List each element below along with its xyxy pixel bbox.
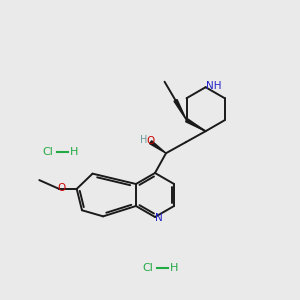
- Polygon shape: [174, 100, 187, 120]
- Text: H: H: [70, 147, 78, 157]
- Polygon shape: [186, 119, 206, 131]
- Text: O: O: [57, 183, 65, 193]
- Text: H: H: [140, 135, 147, 145]
- Text: N: N: [155, 213, 163, 223]
- Polygon shape: [150, 141, 166, 153]
- Text: NH: NH: [206, 81, 221, 91]
- Text: Cl: Cl: [142, 263, 153, 273]
- Text: H: H: [170, 263, 178, 273]
- Text: O: O: [146, 136, 155, 146]
- Text: Cl: Cl: [43, 147, 53, 157]
